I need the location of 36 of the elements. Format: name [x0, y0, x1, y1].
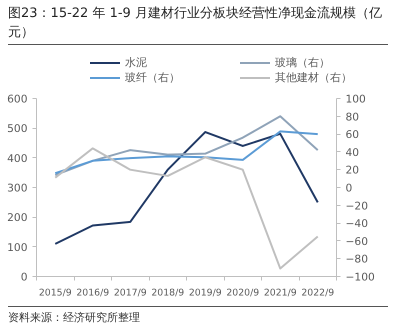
- y2-tick-label: 60: [346, 128, 360, 142]
- line-series: [54, 131, 319, 245]
- x-tick-label: 2015/9: [38, 288, 72, 299]
- line-series: [54, 147, 319, 270]
- y-tick-label: 300: [7, 182, 28, 195]
- y2-tick-label: −40: [346, 217, 368, 230]
- y2-tick-label: −80: [346, 252, 368, 266]
- y-tick-label: 200: [7, 211, 28, 224]
- legend-label: 水泥: [124, 56, 148, 70]
- y-tick-label: 600: [7, 92, 28, 106]
- y-tick-label: 400: [7, 152, 28, 165]
- y2-tick-label: −100: [346, 270, 375, 284]
- line-series: [54, 115, 319, 176]
- line-series: [54, 130, 319, 174]
- x-tick-label: 2022/9: [301, 288, 334, 299]
- x-tick-label: 2017/9: [114, 288, 147, 299]
- text: 资料来源：经济研究所整理: [8, 310, 140, 326]
- y-tick-label: 100: [7, 240, 28, 254]
- legend-label: 其他建材（右）: [274, 71, 353, 84]
- y-tick-label: 500: [7, 122, 28, 136]
- x-tick-label: 2019/9: [188, 288, 222, 299]
- x-tick-label: 2021/9: [264, 288, 297, 299]
- legend-label: 玻纤（右）: [124, 71, 181, 84]
- y-tick-label: 0: [20, 270, 28, 284]
- x-tick-label: 2020/9: [226, 288, 260, 299]
- x-tick-label: 2016/9: [76, 288, 110, 299]
- y2-tick-label: 0: [346, 182, 352, 195]
- y2-tick-label: 100: [346, 92, 366, 106]
- x-tick-label: 2018/9: [151, 288, 184, 299]
- y2-tick-label: 40: [346, 146, 360, 160]
- y2-tick-label: 20: [346, 164, 360, 177]
- y2-tick-label: −20: [346, 199, 368, 212]
- y2-tick-label: 80: [346, 110, 360, 124]
- chart-title: 图23：15-22 年 1-9 月建材行业分板块经营性净现金流规模（亿元）: [8, 5, 388, 42]
- legend-label: 玻璃（右）: [274, 56, 331, 70]
- y2-tick-label: −60: [346, 235, 368, 248]
